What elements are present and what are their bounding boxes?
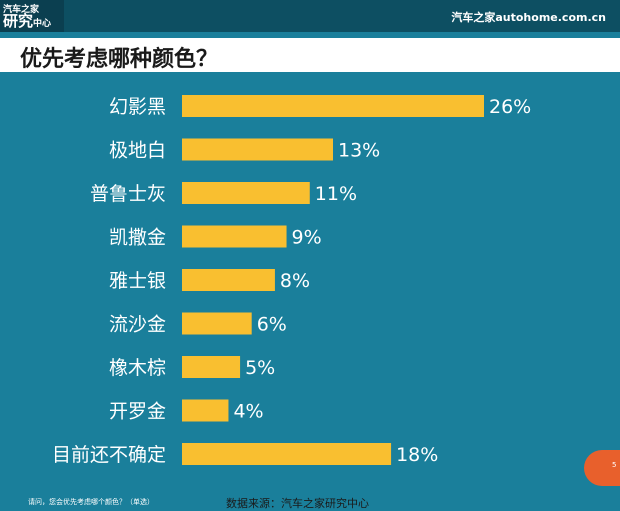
page-number-tab: 5 (584, 450, 620, 486)
category-label: 橡木棕 (109, 357, 166, 379)
survey-question-note: 请问，您会优先考虑哪个颜色？（单选） (28, 498, 154, 506)
bar (182, 269, 275, 291)
category-label: 雅士银 (109, 270, 166, 292)
title-strip (0, 38, 620, 72)
bar (182, 356, 241, 378)
page-title: 优先考虑哪种颜色？ (20, 47, 219, 72)
category-label: 目前还不确定 (52, 444, 166, 466)
value-label: 6% (257, 314, 287, 336)
value-label: 18% (396, 444, 438, 466)
bar (182, 399, 229, 422)
category-label: 开罗金 (109, 401, 166, 423)
value-label: 8% (280, 270, 310, 292)
category-label: 流沙金 (109, 314, 166, 336)
value-label: 26% (489, 96, 531, 118)
bar (182, 225, 287, 248)
value-label: 11% (315, 183, 357, 205)
logo-big-text: 研究 (3, 12, 34, 30)
bar (182, 182, 310, 204)
category-label: 幻影黑 (109, 96, 166, 118)
value-label: 4% (233, 401, 263, 423)
bar (182, 95, 484, 117)
logo-line2: 研究中心 (3, 12, 51, 33)
bar-chart: 幻影黑 26% 极地白 13% 普鲁士灰 11% 凯撒金 9% 雅士银 8% 流沙金 6% 橡木棕 5% 开… (52, 95, 531, 466)
bar (182, 312, 252, 335)
site-url: 汽车之家autohome.com.cn (451, 11, 606, 24)
category-label: 普鲁士灰 (90, 183, 166, 205)
bar (182, 138, 333, 161)
research-center-logo: 汽车之家 研究中心 (0, 0, 64, 32)
header-bar: 汽车之家 研究中心 汽车之家autohome.com.cn (0, 0, 620, 32)
category-label: 凯撒金 (109, 227, 166, 249)
value-label: 9% (292, 227, 322, 249)
logo-small-text: 中心 (33, 19, 52, 29)
logo-line1: 汽车之家 (3, 5, 40, 15)
value-label: 13% (338, 140, 380, 162)
category-label: 极地白 (109, 140, 166, 162)
bar (182, 443, 392, 465)
value-label: 5% (245, 357, 275, 379)
data-source: 数据来源：汽车之家研究中心 (226, 497, 369, 510)
page-number: 5 (612, 461, 617, 469)
